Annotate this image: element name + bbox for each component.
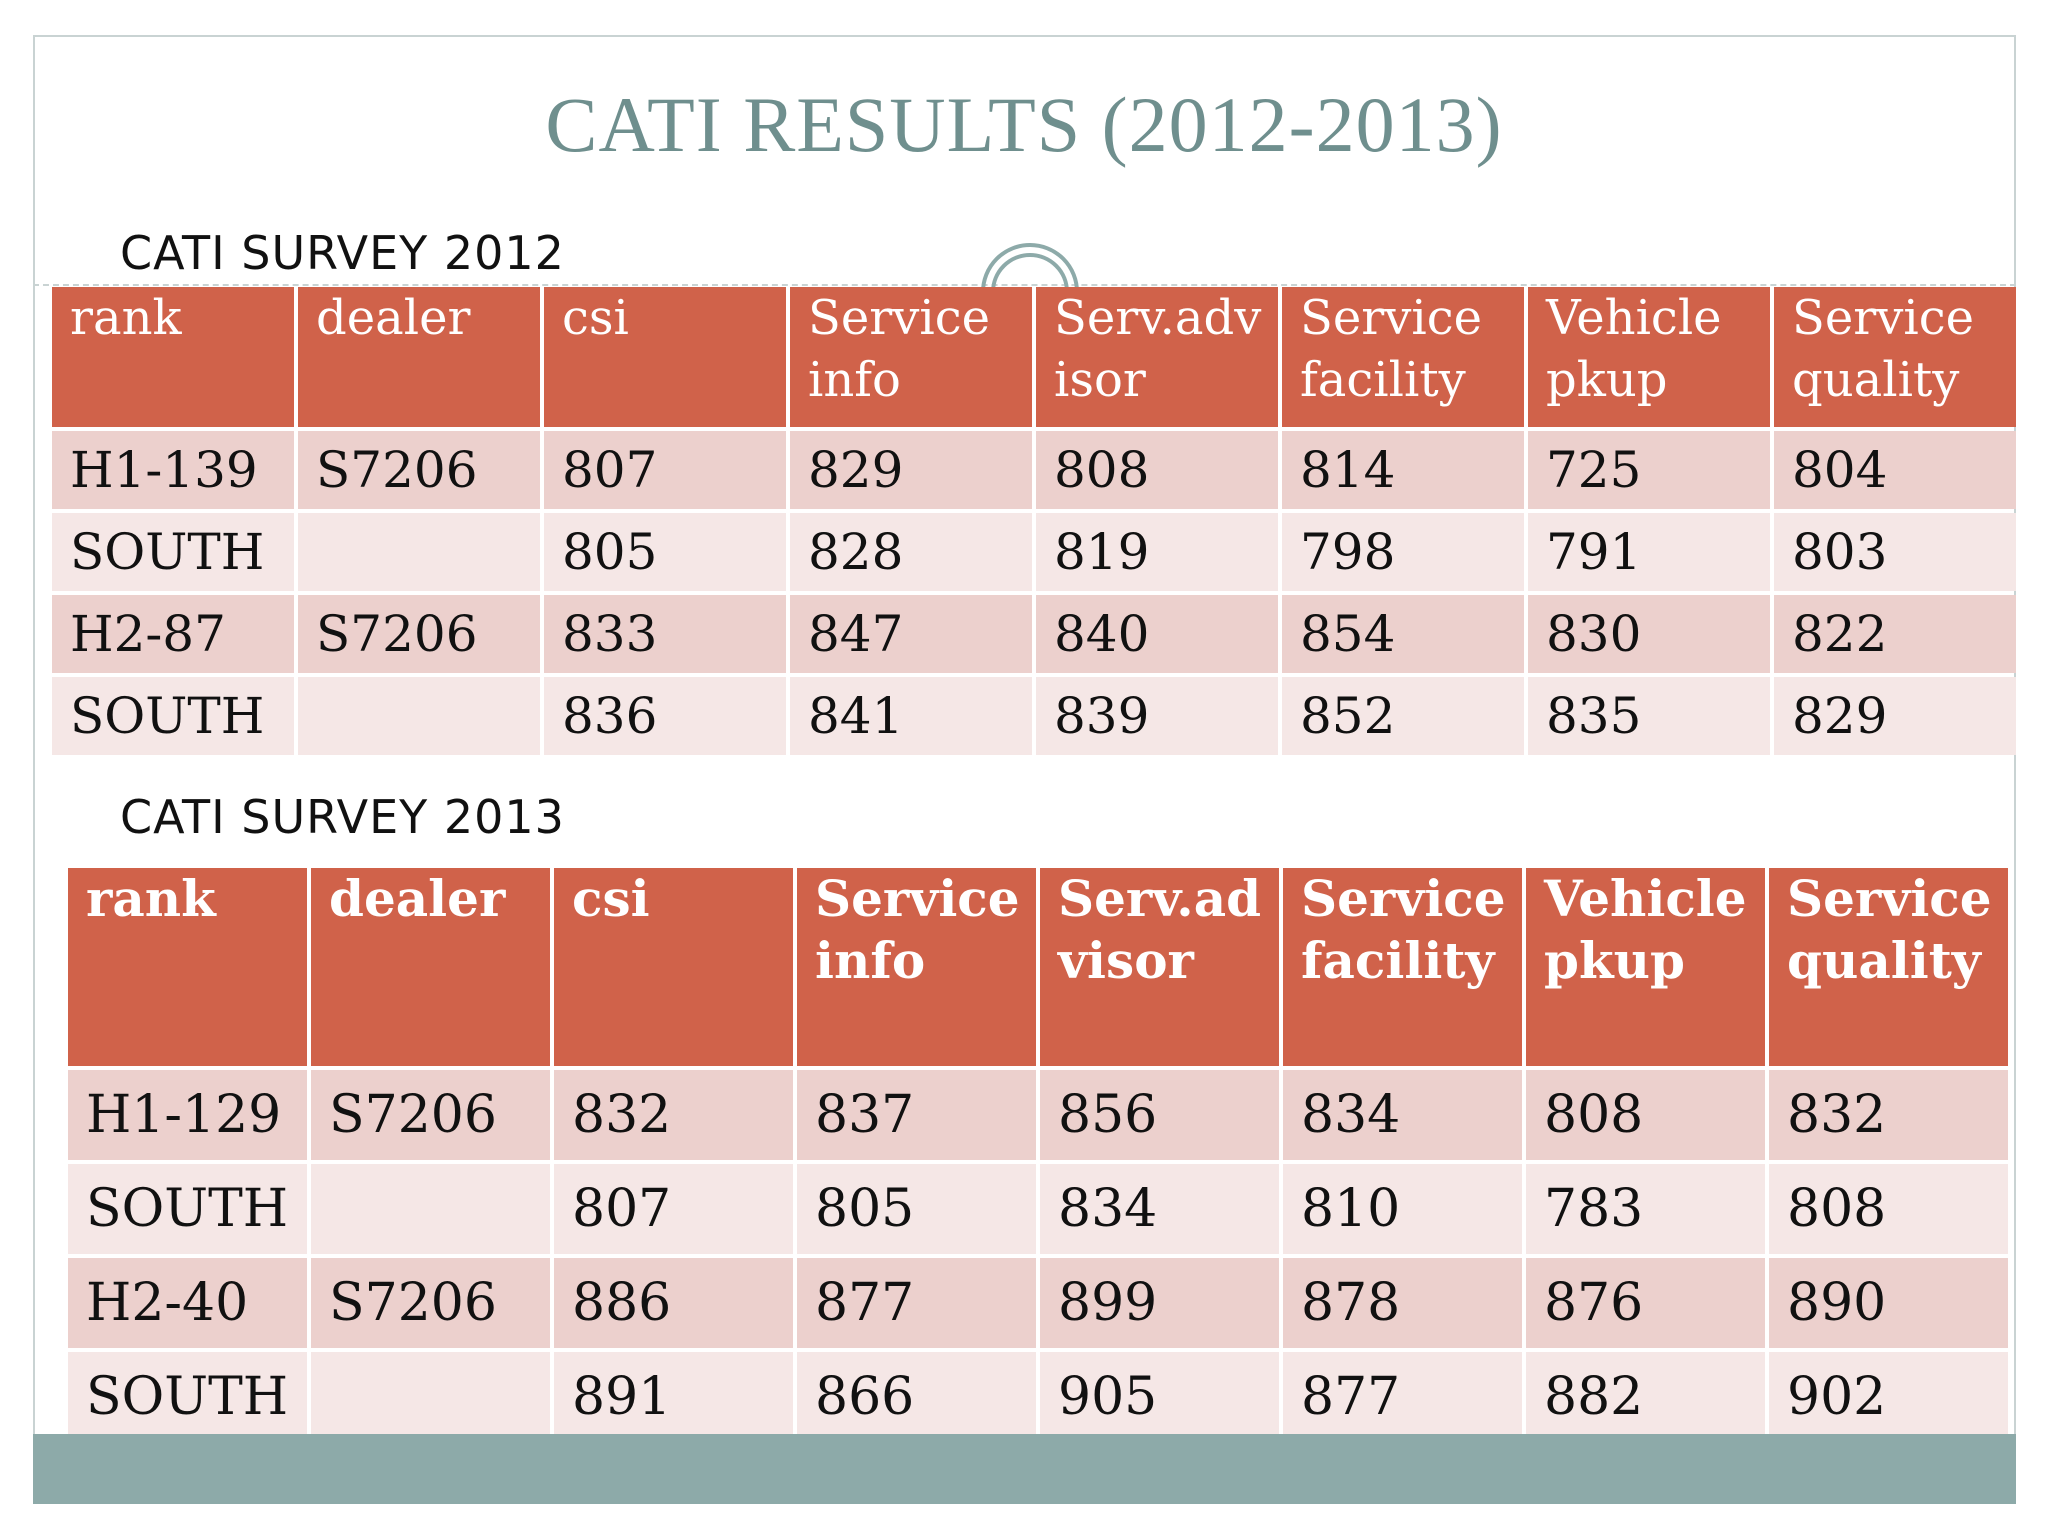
table-cell: SOUTH xyxy=(52,677,294,755)
table-cell: 856 xyxy=(1040,1070,1279,1160)
table-row: SOUTH 891 866 905 877 882 902 xyxy=(68,1352,2008,1442)
header-cell-csi: csi xyxy=(544,287,786,427)
table-cell: 829 xyxy=(1774,677,2016,755)
table-cell: 725 xyxy=(1528,431,1770,509)
table-cell: H1-129 xyxy=(68,1070,307,1160)
table-row: SOUTH 805 828 819 798 791 803 xyxy=(52,513,2016,591)
table-cell: 830 xyxy=(1528,595,1770,673)
table-cell: 808 xyxy=(1036,431,1278,509)
table-cell: 839 xyxy=(1036,677,1278,755)
table-row: H2-87 S7206 833 847 840 854 830 822 xyxy=(52,595,2016,673)
table-header-row: rank dealer csi Service info Serv.adv is… xyxy=(52,287,2016,427)
table-cell: S7206 xyxy=(311,1258,550,1348)
table-cell: 837 xyxy=(797,1070,1036,1160)
slide-title: CATI RESULTS (2012-2013) xyxy=(545,81,1503,168)
table-cell: 804 xyxy=(1774,431,2016,509)
header-cell-service-facility: Service facility xyxy=(1283,868,1522,1066)
survey-2013-table: rank dealer csi Service info Serv.ad vis… xyxy=(64,864,2012,1446)
footer-bar xyxy=(33,1434,2016,1504)
table-cell: S7206 xyxy=(298,595,540,673)
table-cell: S7206 xyxy=(298,431,540,509)
table-cell: 840 xyxy=(1036,595,1278,673)
header-cell-csi: csi xyxy=(554,868,793,1066)
table-cell: 822 xyxy=(1774,595,2016,673)
table-cell: 886 xyxy=(554,1258,793,1348)
table-row: H1-129 S7206 832 837 856 834 808 832 xyxy=(68,1070,2008,1160)
table-row: H1-139 S7206 807 829 808 814 725 804 xyxy=(52,431,2016,509)
table-cell xyxy=(311,1164,550,1254)
table-cell: 854 xyxy=(1282,595,1524,673)
header-cell-dealer: dealer xyxy=(298,287,540,427)
table-cell: 832 xyxy=(554,1070,793,1160)
survey-2012-table: rank dealer csi Service info Serv.adv is… xyxy=(48,283,2020,759)
table-cell: 783 xyxy=(1526,1164,1765,1254)
table-cell: 834 xyxy=(1283,1070,1522,1160)
table-cell xyxy=(298,513,540,591)
table-cell: 798 xyxy=(1282,513,1524,591)
table-cell: 828 xyxy=(790,513,1032,591)
table-cell: 878 xyxy=(1283,1258,1522,1348)
table-cell: 808 xyxy=(1526,1070,1765,1160)
table-cell: 814 xyxy=(1282,431,1524,509)
table-cell: 810 xyxy=(1283,1164,1522,1254)
table-cell: 877 xyxy=(797,1258,1036,1348)
table-cell: 866 xyxy=(797,1352,1036,1442)
header-cell-service-quality: Service quality xyxy=(1769,868,2008,1066)
header-cell-service-advisor: Serv.ad visor xyxy=(1040,868,1279,1066)
table-cell: 882 xyxy=(1526,1352,1765,1442)
table-cell: 808 xyxy=(1769,1164,2008,1254)
survey-2012-label: CATI SURVEY 2012 xyxy=(120,226,565,280)
table-cell: 807 xyxy=(544,431,786,509)
header-cell-vehicle-pkup: Vehicle pkup xyxy=(1528,287,1770,427)
divider-line xyxy=(33,284,2016,286)
table-cell: 805 xyxy=(797,1164,1036,1254)
header-cell-service-quality: Service quality xyxy=(1774,287,2016,427)
table-cell: 832 xyxy=(1769,1070,2008,1160)
table-cell: 807 xyxy=(554,1164,793,1254)
table-cell: 835 xyxy=(1528,677,1770,755)
table-cell: 891 xyxy=(554,1352,793,1442)
table-cell: 902 xyxy=(1769,1352,2008,1442)
table-cell: 829 xyxy=(790,431,1032,509)
table-cell xyxy=(298,677,540,755)
header-cell-vehicle-pkup: Vehicle pkup xyxy=(1526,868,1765,1066)
header-cell-rank: rank xyxy=(68,868,307,1066)
table-row: SOUTH 836 841 839 852 835 829 xyxy=(52,677,2016,755)
table-cell: SOUTH xyxy=(68,1352,307,1442)
table-cell: 841 xyxy=(790,677,1032,755)
header-cell-service-info: Service info xyxy=(797,868,1036,1066)
table-cell: 803 xyxy=(1774,513,2016,591)
table-cell: 905 xyxy=(1040,1352,1279,1442)
header-cell-rank: rank xyxy=(52,287,294,427)
table-cell: 836 xyxy=(544,677,786,755)
table-row: H2-40 S7206 886 877 899 878 876 890 xyxy=(68,1258,2008,1348)
table-cell: SOUTH xyxy=(52,513,294,591)
table-cell: H2-87 xyxy=(52,595,294,673)
header-cell-dealer: dealer xyxy=(311,868,550,1066)
table-cell: 791 xyxy=(1528,513,1770,591)
table-cell xyxy=(311,1352,550,1442)
table-cell: S7206 xyxy=(311,1070,550,1160)
table-cell: 833 xyxy=(544,595,786,673)
table-cell: 899 xyxy=(1040,1258,1279,1348)
table-cell: H1-139 xyxy=(52,431,294,509)
survey-2013-label: CATI SURVEY 2013 xyxy=(120,790,565,844)
table-row: SOUTH 807 805 834 810 783 808 xyxy=(68,1164,2008,1254)
table-cell: 877 xyxy=(1283,1352,1522,1442)
header-cell-service-facility: Service facility xyxy=(1282,287,1524,427)
table-cell: 805 xyxy=(544,513,786,591)
header-cell-service-info: Service info xyxy=(790,287,1032,427)
table-header-row: rank dealer csi Service info Serv.ad vis… xyxy=(68,868,2008,1066)
table-cell: 852 xyxy=(1282,677,1524,755)
table-cell: 890 xyxy=(1769,1258,2008,1348)
table-cell: H2-40 xyxy=(68,1258,307,1348)
table-cell: 834 xyxy=(1040,1164,1279,1254)
table-cell: 876 xyxy=(1526,1258,1765,1348)
table-cell: 847 xyxy=(790,595,1032,673)
arc-ornament-icon xyxy=(981,243,1079,293)
table-cell: 819 xyxy=(1036,513,1278,591)
table-cell: SOUTH xyxy=(68,1164,307,1254)
header-cell-service-advisor: Serv.adv isor xyxy=(1036,287,1278,427)
